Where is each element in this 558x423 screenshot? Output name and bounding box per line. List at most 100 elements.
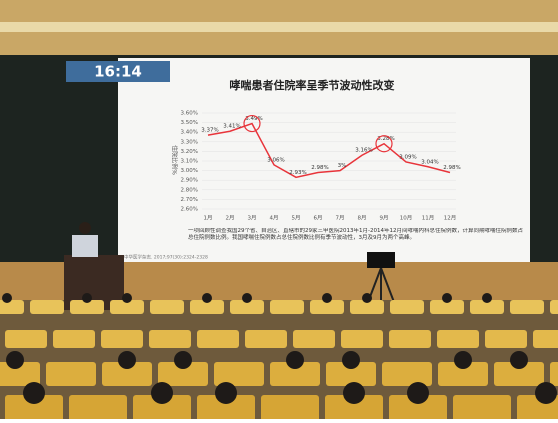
chair <box>293 330 335 348</box>
chair <box>510 300 544 314</box>
head <box>454 351 472 369</box>
head <box>343 382 365 404</box>
data-label: 2.98% <box>443 165 460 171</box>
y-tick-label: 2.90% <box>181 178 198 184</box>
chair <box>438 362 488 386</box>
chair <box>5 395 63 423</box>
speaker-body <box>72 235 98 257</box>
y-tick-label: 3.40% <box>181 130 198 136</box>
x-tick-label: 7月 <box>336 215 345 222</box>
chair <box>149 330 191 348</box>
chair <box>390 300 424 314</box>
chair <box>270 362 320 386</box>
chair <box>150 300 184 314</box>
slide-title: 哮喘患者住院率呈季节波动性改变 <box>230 78 395 92</box>
chair <box>0 300 24 314</box>
y-tick-label: 2.80% <box>181 187 198 193</box>
audience <box>0 293 558 423</box>
data-label: 3.49% <box>245 116 262 122</box>
chair <box>485 330 527 348</box>
head <box>151 382 173 404</box>
chair <box>133 395 191 423</box>
data-label: 3.06% <box>267 157 284 163</box>
y-tick-label: 3.60% <box>181 111 198 117</box>
head <box>286 351 304 369</box>
head <box>23 382 45 404</box>
clock: 16:14 <box>94 63 142 81</box>
chair <box>270 300 304 314</box>
head <box>407 382 429 404</box>
chair <box>102 362 152 386</box>
speaker-head <box>79 222 91 234</box>
head <box>118 351 136 369</box>
data-label: 3.37% <box>201 128 218 134</box>
head <box>215 382 237 404</box>
data-label: 3% <box>338 163 347 169</box>
chair <box>46 362 96 386</box>
x-tick-label: 3月 <box>248 215 257 222</box>
data-label: 3.09% <box>399 154 416 160</box>
ceiling-band <box>0 22 558 32</box>
data-label: 3.28% <box>377 136 394 142</box>
chair <box>214 362 264 386</box>
chair <box>197 395 255 423</box>
chair <box>261 395 319 423</box>
chair <box>494 362 544 386</box>
chart: 2.60% 2.70% 2.80% 2.90% 3.00% 3.10% 3.20% 3.30%… <box>181 111 461 222</box>
chair <box>430 300 464 314</box>
x-tick-label: 8月 <box>358 215 367 222</box>
head <box>2 293 12 303</box>
head <box>6 351 24 369</box>
chair <box>245 330 287 348</box>
chair <box>533 330 558 348</box>
head <box>202 293 212 303</box>
chair <box>158 362 208 386</box>
chair <box>101 330 143 348</box>
x-tick-label: 9月 <box>380 215 389 222</box>
head <box>510 351 528 369</box>
camera <box>367 252 395 268</box>
head <box>362 293 372 303</box>
chair <box>190 300 224 314</box>
y-tick-label: 3.50% <box>181 120 198 126</box>
chair <box>230 300 264 314</box>
clock-box <box>66 61 170 82</box>
y-tick-label: 3.00% <box>181 168 198 174</box>
data-label: 3.41% <box>223 124 240 130</box>
chair <box>197 330 239 348</box>
y-axis-label: 住院比例% <box>171 145 179 175</box>
head <box>442 293 452 303</box>
chair <box>30 300 64 314</box>
chair <box>325 395 383 423</box>
chair <box>437 330 479 348</box>
y-tick-label: 3.20% <box>181 149 198 155</box>
chair <box>389 330 431 348</box>
x-tick-label: 6月 <box>314 215 323 222</box>
chair <box>389 395 447 423</box>
data-label: 3.16% <box>355 148 372 154</box>
x-tick-label: 4月 <box>270 215 279 222</box>
head <box>482 293 492 303</box>
slide-note-box: 一项回顾性调查我国29个省、自治区、直辖市的29家三甲医院2013年1月-201… <box>188 228 523 241</box>
chair <box>53 330 95 348</box>
chair <box>453 395 511 423</box>
highlight-circle <box>375 135 393 153</box>
slide-note: 一项回顾性调查我国29个省、自治区、直辖市的29家三甲医院2013年1月-201… <box>188 228 523 241</box>
chair <box>0 362 40 386</box>
chair <box>550 300 558 314</box>
chair <box>110 300 144 314</box>
y-tick-label: 3.30% <box>181 139 198 145</box>
y-tick-label: 2.70% <box>181 197 198 203</box>
data-label: 2.98% <box>311 165 328 171</box>
slide <box>118 58 530 262</box>
line <box>207 122 451 179</box>
head <box>82 293 92 303</box>
y-tick-label: 2.60% <box>181 207 198 213</box>
highlight-circle <box>243 114 261 133</box>
x-tick-label: 12月 <box>444 215 457 222</box>
chair <box>310 300 344 314</box>
x-tick-label: 2月 <box>226 215 235 222</box>
x-tick-label: 5月 <box>292 215 301 222</box>
chair <box>326 362 376 386</box>
